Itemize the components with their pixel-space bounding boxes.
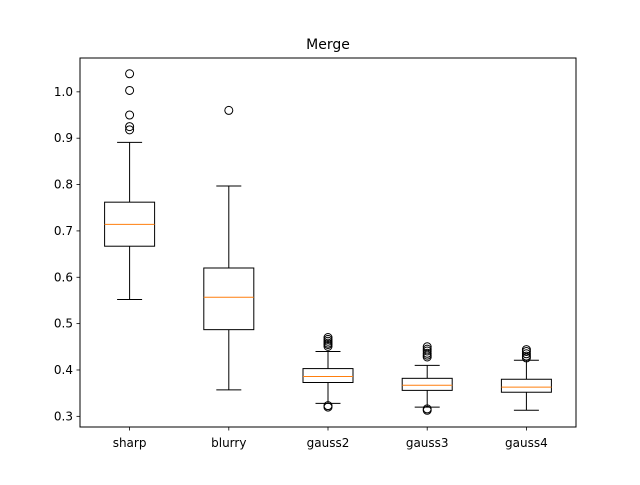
box-iqr (203, 267, 255, 331)
box-iqr (302, 368, 354, 383)
plot-area (104, 69, 552, 415)
y-tick-label: 0.3 (54, 409, 73, 423)
flier-point (521, 349, 531, 359)
y-tick-label: 0.7 (54, 224, 73, 238)
box-group-gauss3 (401, 342, 453, 415)
x-tick-label: blurry (211, 436, 246, 450)
x-tick-label: gauss3 (406, 436, 449, 450)
plot-frame (79, 57, 577, 428)
y-tick-label: 0.5 (54, 317, 73, 331)
flier-point (125, 85, 135, 95)
y-tick-label: 0.6 (54, 270, 73, 284)
flier-point (323, 402, 333, 412)
y-tick-label: 0.4 (54, 363, 73, 377)
y-axis: 0.3 0.4 0.5 0.6 0.7 0.8 0.9 1.0 (54, 85, 80, 423)
flier-point (125, 110, 135, 120)
chart-title: Merge (306, 37, 350, 53)
x-tick-label: gauss4 (505, 436, 548, 450)
y-tick-label: 1.0 (54, 85, 73, 99)
flier-point (422, 352, 432, 362)
flier-point (224, 105, 234, 115)
flier-point (125, 125, 135, 135)
x-axis: sharp blurry gauss2 gauss3 gauss4 (113, 427, 548, 450)
y-tick-label: 0.8 (54, 178, 73, 192)
box-group-gauss4 (500, 345, 552, 411)
box-group-sharp (104, 69, 156, 301)
flier-point (521, 346, 531, 356)
box-group-gauss2 (302, 333, 354, 412)
flier-point (422, 405, 432, 415)
box-iqr (401, 377, 453, 391)
y-tick-label: 0.9 (54, 131, 73, 145)
flier-point (521, 353, 531, 363)
flier-point (323, 341, 333, 351)
flier-point (422, 346, 432, 356)
x-tick-label: gauss2 (307, 436, 350, 450)
flier-point (125, 122, 135, 132)
box-group-blurry (203, 105, 255, 391)
x-tick-label: sharp (113, 436, 147, 450)
flier-point (125, 69, 135, 79)
box-iqr (500, 378, 552, 393)
